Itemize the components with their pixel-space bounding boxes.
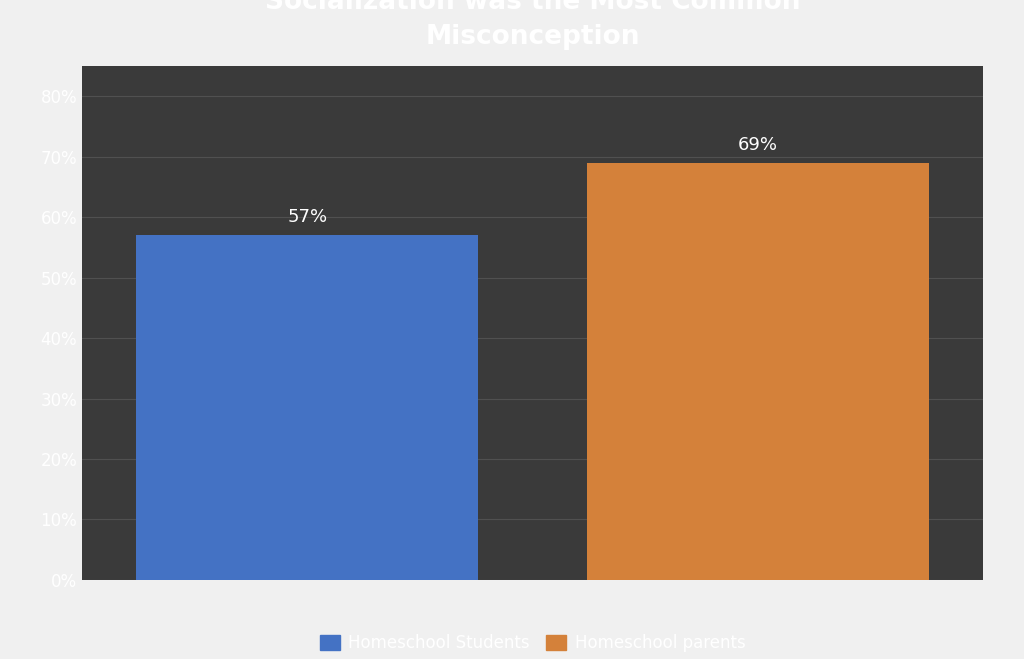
Text: 57%: 57% [287,208,328,226]
Title: Percentage of Homeschoolers Who Felt Poor
Socialization was the Most Common
Misc: Percentage of Homeschoolers Who Felt Poo… [201,0,864,49]
Bar [136,235,478,580]
Bar [587,163,929,580]
Text: 69%: 69% [737,136,778,154]
Legend: Homeschool Students, Homeschool parents: Homeschool Students, Homeschool parents [313,627,752,659]
